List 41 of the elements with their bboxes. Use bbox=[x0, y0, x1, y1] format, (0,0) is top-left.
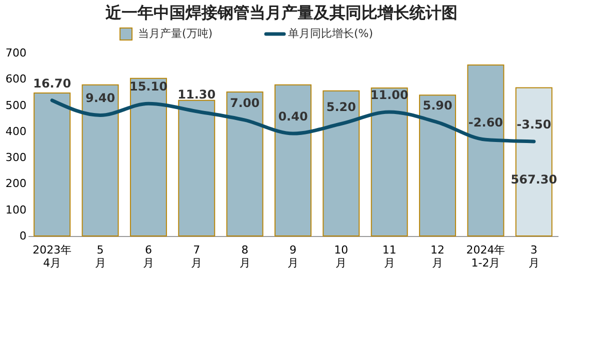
y-tick-label: 600 bbox=[6, 72, 26, 86]
data-label: -3.50 bbox=[516, 117, 552, 132]
x-tick-label: 2024年 1-2月 bbox=[466, 244, 506, 270]
bar bbox=[467, 64, 504, 236]
y-tick-label: 500 bbox=[6, 98, 26, 112]
y-tick-label: 400 bbox=[6, 124, 26, 138]
y-tick-label: 300 bbox=[6, 151, 26, 164]
legend-label: 当月产量(万吨) bbox=[138, 27, 213, 40]
y-tick-label: 700 bbox=[6, 46, 26, 60]
data-label: 11.30 bbox=[178, 87, 216, 102]
data-label: 7.00 bbox=[230, 96, 260, 110]
bar bbox=[178, 100, 216, 236]
bar bbox=[370, 88, 408, 236]
x-tick-label: 7 月 bbox=[191, 244, 202, 270]
x-tick-label: 5 月 bbox=[94, 244, 106, 270]
x-tick-label: 6 月 bbox=[142, 244, 154, 270]
y-tick-label: 0 bbox=[20, 230, 26, 242]
data-label: -2.60 bbox=[468, 116, 504, 130]
x-tick-label: 10 月 bbox=[334, 244, 348, 270]
bar bbox=[274, 84, 312, 236]
y-tick-label: 100 bbox=[6, 203, 26, 216]
x-tick-label: 2023年 4月 bbox=[32, 244, 72, 270]
data-label: 16.70 bbox=[33, 76, 72, 90]
y-tick-label: 200 bbox=[6, 177, 26, 190]
x-tick-label: 11 月 bbox=[382, 244, 396, 270]
chart-title: 近一年中国焊接钢管当月产量及其同比增长统计图 bbox=[104, 3, 458, 22]
data-label: 5.90 bbox=[422, 98, 452, 112]
bar bbox=[226, 91, 264, 236]
x-tick-label: 12 月 bbox=[430, 244, 445, 270]
bar bbox=[419, 94, 456, 236]
data-label: 5.20 bbox=[326, 100, 356, 114]
x-tick-label: 8 月 bbox=[239, 244, 250, 270]
bar bbox=[34, 92, 71, 236]
bar bbox=[130, 78, 167, 236]
bar bbox=[322, 90, 360, 236]
legend-label: 单月同比增长(%) bbox=[288, 27, 374, 40]
data-label: 9.40 bbox=[85, 91, 116, 106]
bar bbox=[82, 84, 119, 236]
data-label: 0.40 bbox=[278, 110, 308, 124]
x-tick-label: 9 月 bbox=[288, 244, 298, 270]
x-tick-label: 3 月 bbox=[528, 244, 540, 270]
